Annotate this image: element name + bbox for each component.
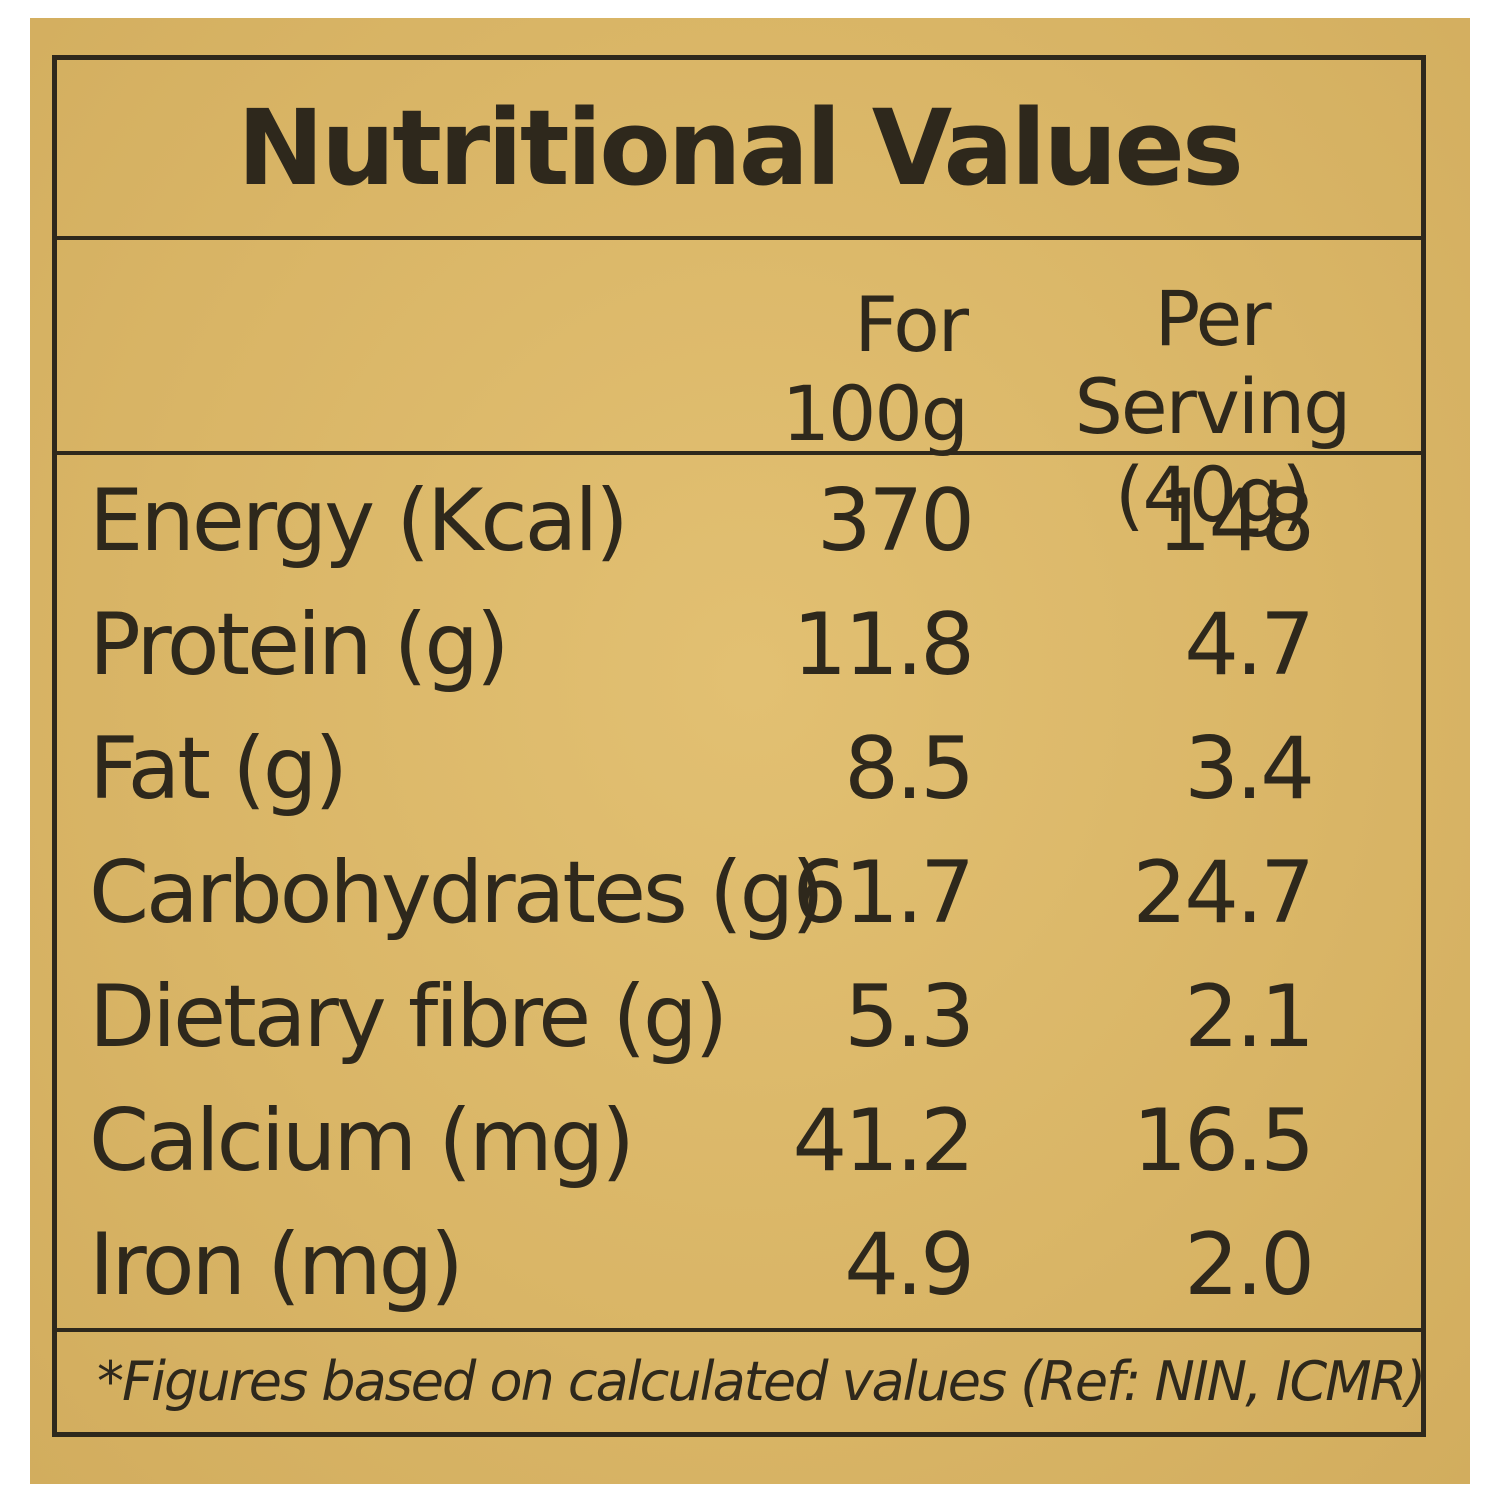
value-per-serving: 24.7 (1132, 843, 1315, 943)
nutrient-row-energy: Energy (Kcal) 370 148 (57, 465, 1421, 589)
label-background (30, 18, 1470, 1484)
value-per-100g: 61.7 (792, 843, 975, 943)
footnote-row: *Figures based on calculated values (Ref… (57, 1328, 1426, 1437)
nutrition-table: Nutritional Values For 100g Per Serving … (52, 55, 1426, 1437)
nutrient-rows: Energy (Kcal) 370 148 Protein (g) 11.8 4… (57, 465, 1421, 1333)
nutrient-row-calcium: Calcium (mg) 41.2 16.5 (57, 1085, 1421, 1209)
value-per-100g: 370 (816, 471, 975, 571)
value-per-serving: 148 (1156, 471, 1315, 571)
value-per-100g: 41.2 (792, 1091, 975, 1191)
nutrient-row-dietary-fibre: Dietary fibre (g) 5.3 2.1 (57, 961, 1421, 1085)
column-header-per-serving: Per Serving (40g) (1027, 275, 1397, 539)
value-per-serving: 2.1 (1184, 967, 1315, 1067)
nutrient-name: Iron (mg) (89, 1215, 464, 1315)
value-per-serving: 3.4 (1184, 719, 1315, 819)
per-serving-line2: (40g) (1114, 450, 1311, 539)
value-per-serving: 16.5 (1132, 1091, 1315, 1191)
value-per-100g: 4.9 (844, 1215, 975, 1315)
nutrient-row-iron: Iron (mg) 4.9 2.0 (57, 1209, 1421, 1333)
per-serving-line1: Per Serving (1074, 274, 1352, 451)
nutrient-name: Calcium (mg) (89, 1091, 635, 1191)
table-title: Nutritional Values (57, 60, 1421, 240)
nutrient-name: Energy (Kcal) (89, 471, 629, 571)
nutrient-row-carbohydrates: Carbohydrates (g) 61.7 24.7 (57, 837, 1421, 961)
value-per-serving: 2.0 (1184, 1215, 1315, 1315)
footnote: *Figures based on calculated values (Ref… (97, 1350, 1426, 1413)
value-per-100g: 8.5 (844, 719, 975, 819)
value-per-100g: 5.3 (844, 967, 975, 1067)
nutrient-name: Carbohydrates (g) (89, 843, 825, 943)
header-row: For 100g Per Serving (40g) (57, 240, 1421, 539)
nutrient-name: Fat (g) (89, 719, 348, 819)
nutrient-row-protein: Protein (g) 11.8 4.7 (57, 589, 1421, 713)
column-header-per-100g: For 100g (781, 280, 969, 458)
value-per-serving: 4.7 (1184, 595, 1315, 695)
nutrient-name: Dietary fibre (g) (89, 967, 728, 1067)
nutrient-row-fat: Fat (g) 8.5 3.4 (57, 713, 1421, 837)
value-per-100g: 11.8 (792, 595, 975, 695)
nutrient-name: Protein (g) (89, 595, 509, 695)
